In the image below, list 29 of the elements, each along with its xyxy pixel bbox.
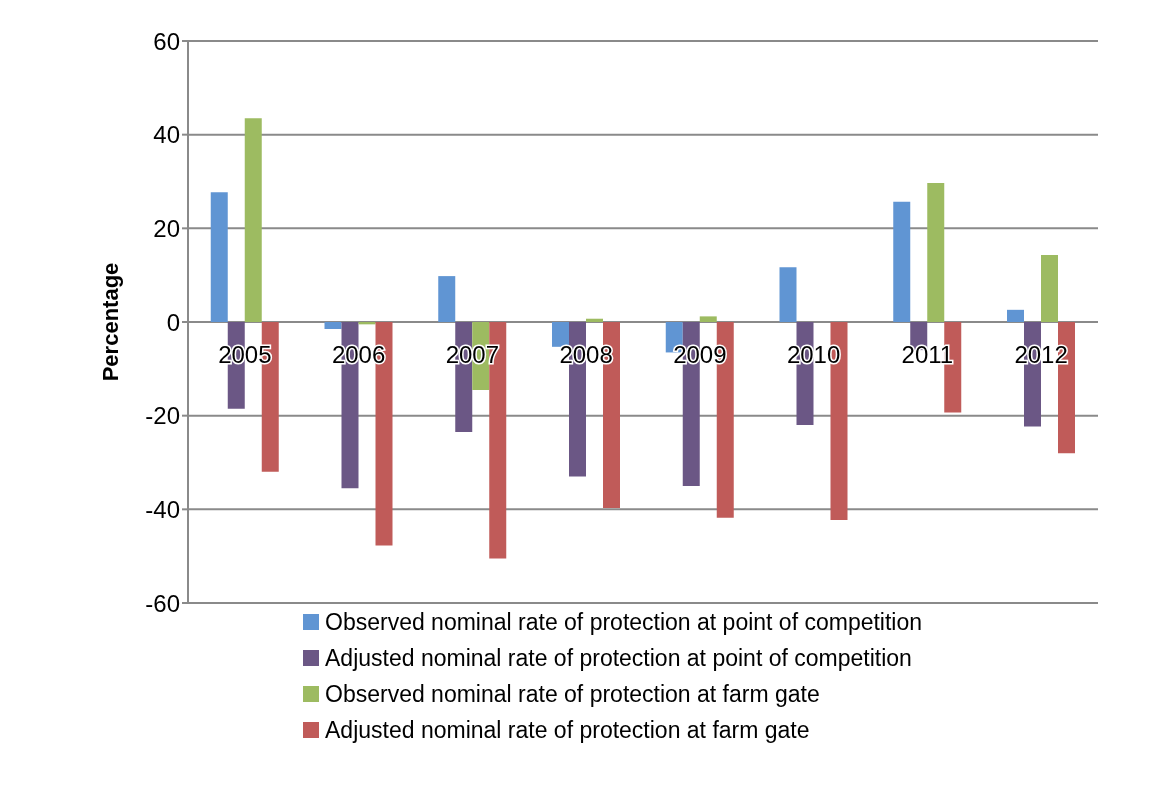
bar [438, 276, 456, 322]
bar [927, 182, 945, 322]
x-tick-label: 2006 [331, 340, 386, 368]
bar [324, 322, 342, 330]
legend-label: Adjusted nominal rate of protection at point of competition [325, 644, 912, 673]
bar [779, 267, 797, 322]
bar [552, 322, 569, 347]
bar [244, 118, 262, 322]
x-tick-label: 2012 [1014, 340, 1068, 368]
y-tick-label: 20 [153, 214, 180, 242]
bar [893, 201, 911, 322]
y-tick-label: 60 [153, 27, 180, 55]
legend-label: Observed nominal rate of protection at point of competition [325, 608, 923, 637]
y-tick-label: -40 [145, 495, 180, 523]
y-tick-label: 40 [153, 121, 180, 149]
y-tick-label: -20 [145, 402, 180, 430]
y-tick-label: 0 [166, 308, 180, 336]
legend-label: Observed nominal rate of protection at farm gate [325, 680, 820, 709]
x-tick-label: 2010 [786, 340, 841, 368]
x-tick-label: 2005 [218, 340, 272, 368]
legend-label: Adjusted nominal rate of protection at farm gate [325, 716, 810, 745]
bar [1007, 309, 1024, 322]
bar [1041, 255, 1058, 322]
y-tick-label: -60 [145, 589, 180, 617]
x-tick-label: 2008 [559, 340, 613, 368]
bar [210, 192, 228, 322]
bar [699, 316, 717, 322]
bar [586, 318, 603, 322]
y-axis-title: Percentage [97, 262, 123, 382]
